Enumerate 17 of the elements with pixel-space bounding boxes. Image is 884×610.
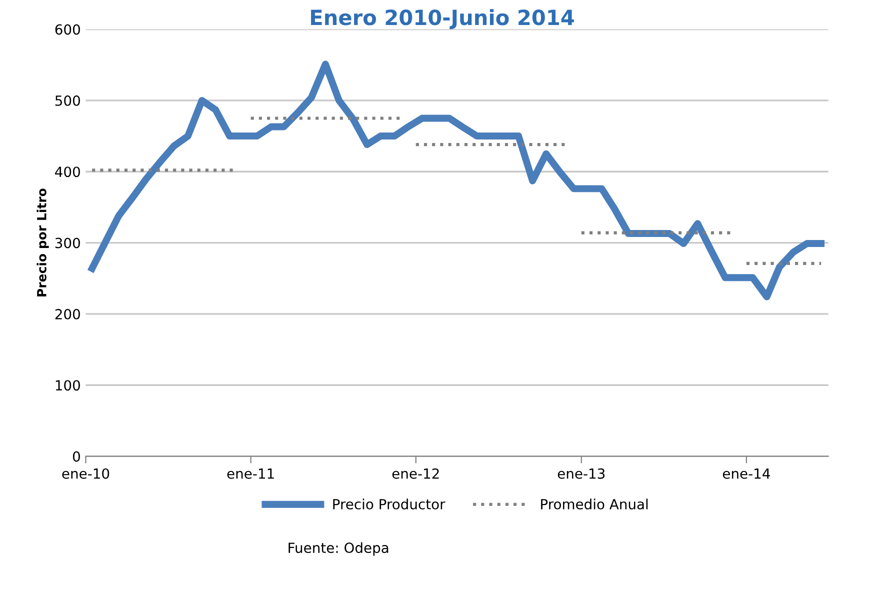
x-tick-label: ene-11	[227, 468, 274, 479]
x-tick-label: ene-12	[392, 468, 439, 479]
y-tick-label: 200	[55, 308, 80, 320]
y-tick-label: 0	[72, 451, 80, 462]
legend-label: Promedio Anual	[541, 498, 648, 510]
y-tick-label: 400	[55, 166, 80, 178]
y-tick-label: 600	[55, 24, 80, 35]
legend-label: Precio Productor	[333, 498, 446, 510]
x-tick-label: ene-10	[62, 468, 110, 479]
y-tick-label: 300	[55, 238, 80, 248]
y-axis-title: Precio por Litro	[36, 188, 49, 296]
y-tick-label: 100	[56, 380, 80, 391]
x-tick-label: ene-13	[558, 468, 605, 479]
source-note: Fuente: Odepa	[288, 542, 388, 556]
y-tick-label: 500	[55, 95, 80, 106]
chart-title: Enero 2010-Junio 2014	[311, 9, 574, 30]
x-tick-label: ene-14	[722, 468, 770, 479]
